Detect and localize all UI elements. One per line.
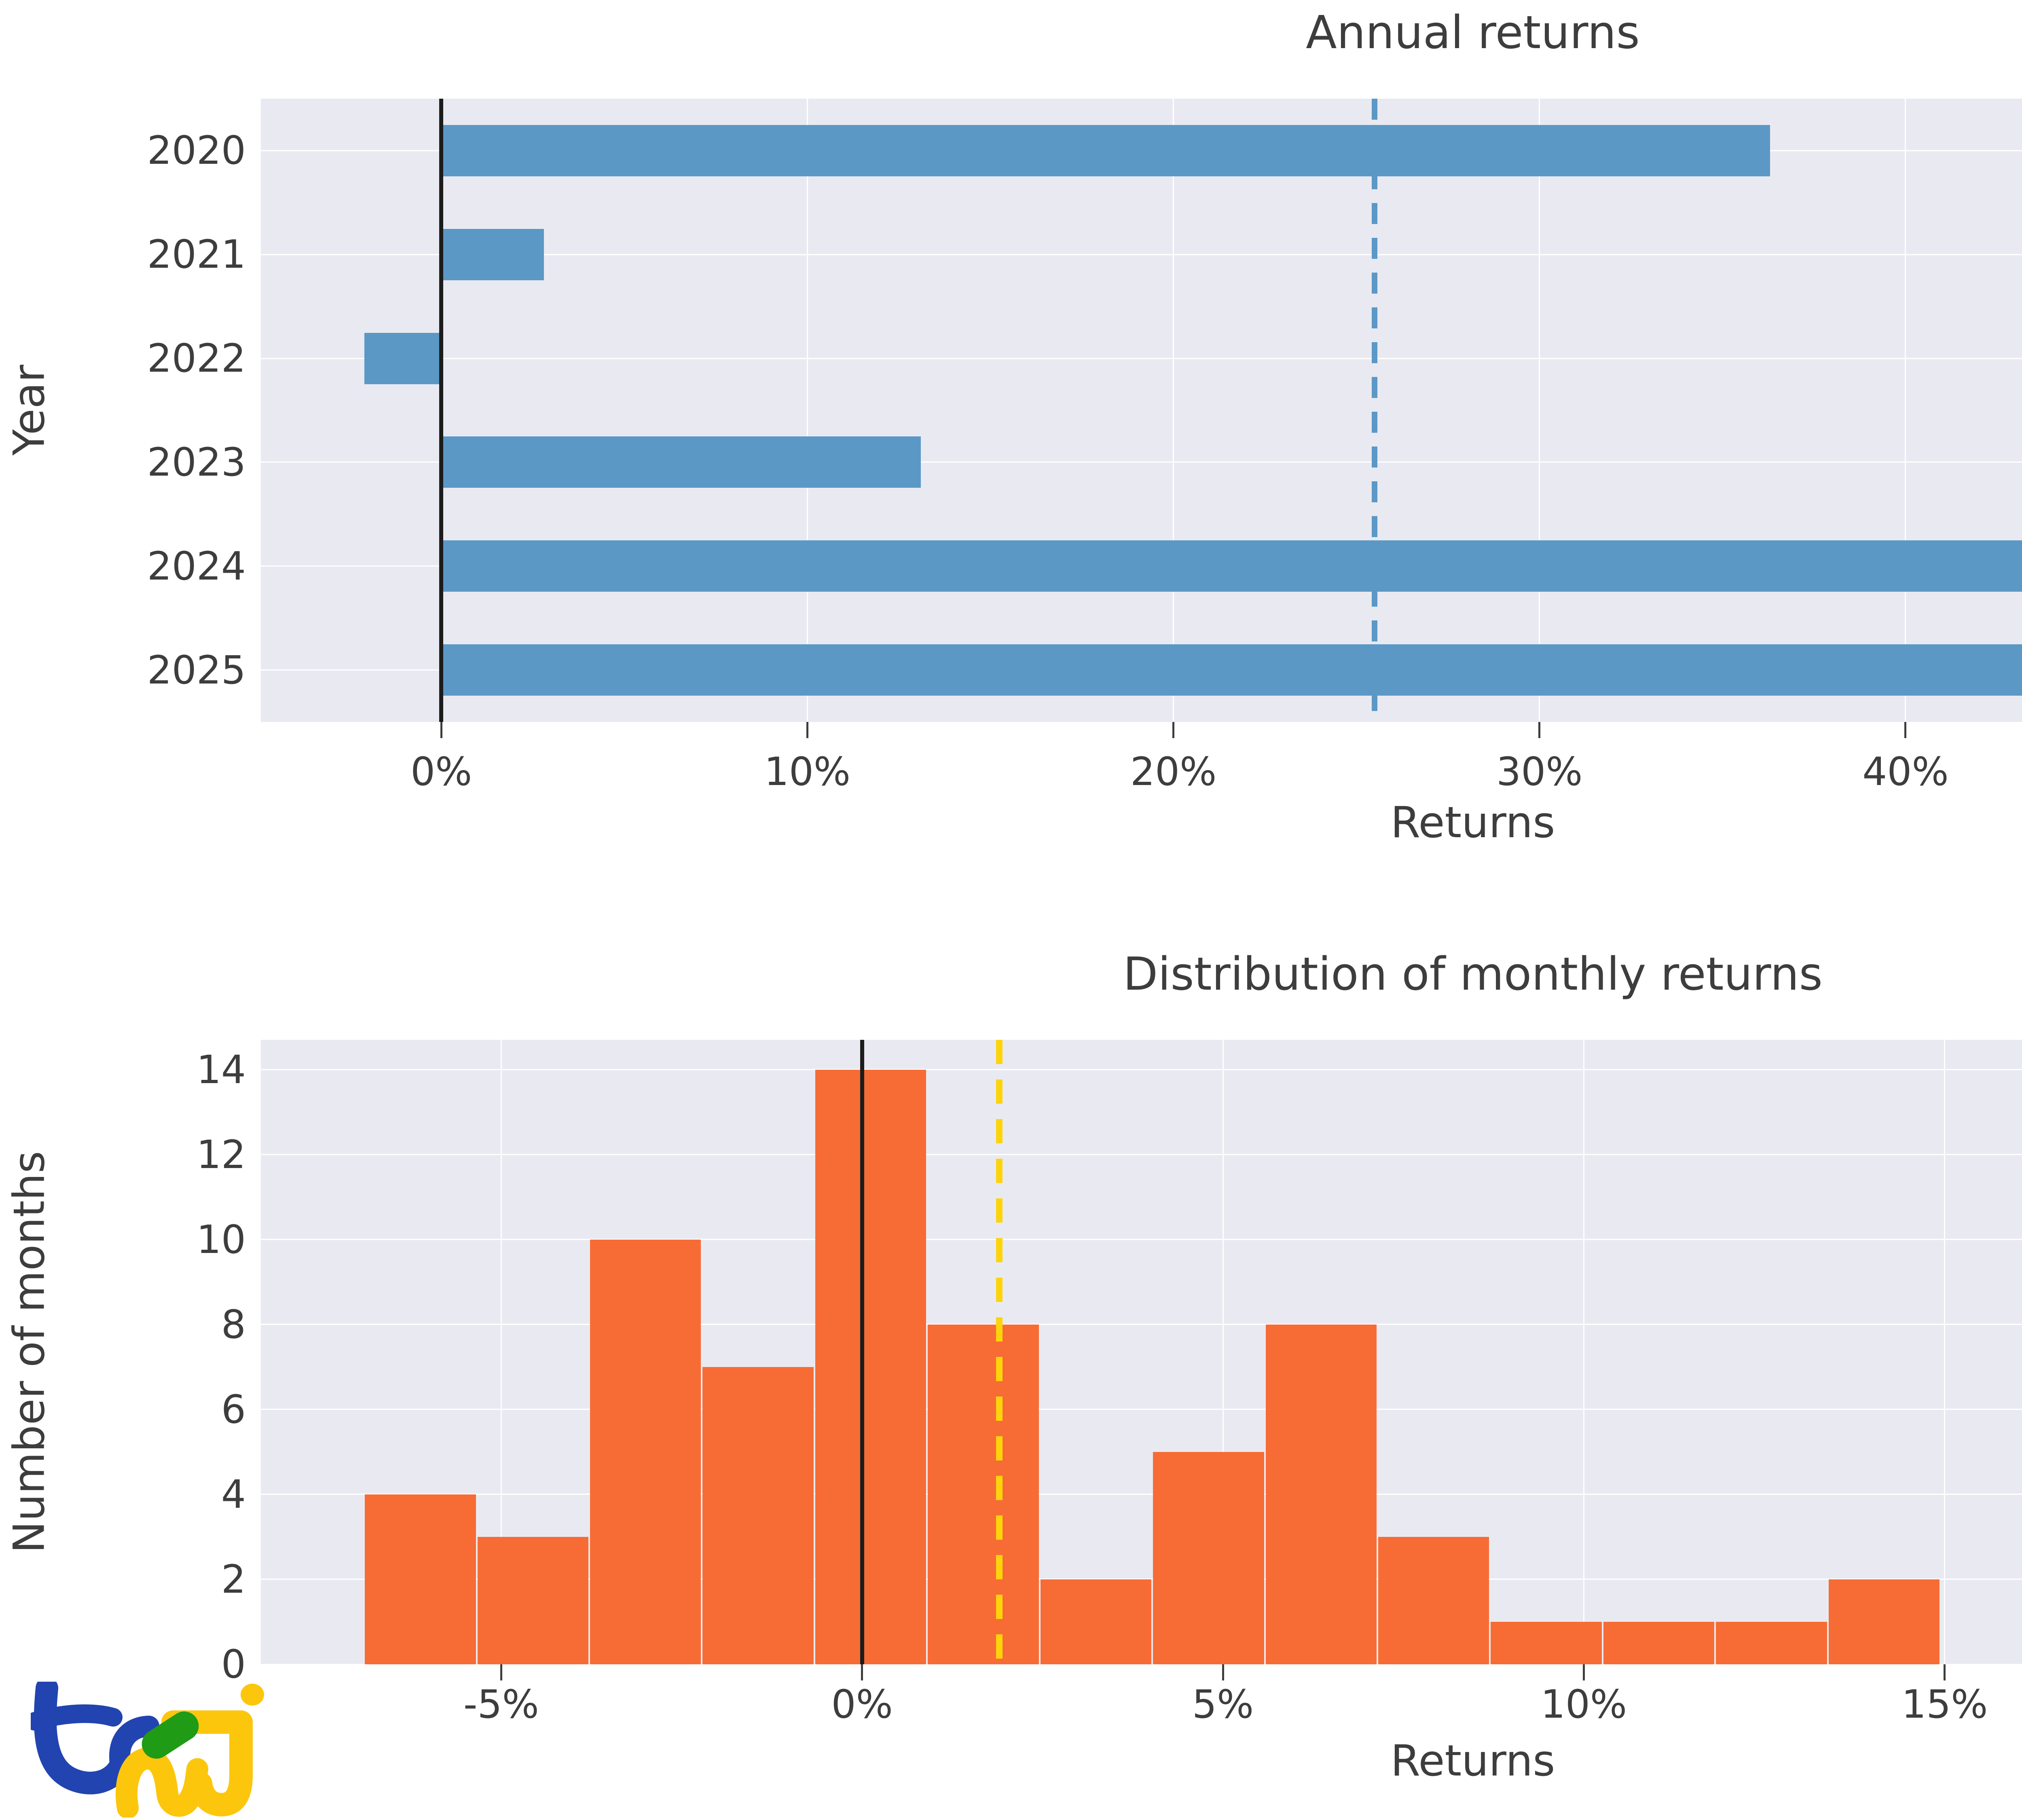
hist-bar: [477, 1536, 589, 1664]
logo-t-crossbar: [31, 1704, 123, 1731]
x-tick-label: 40%: [1862, 749, 1949, 794]
gridline-horizontal: [261, 254, 2022, 255]
gridline-vertical: [1905, 99, 1906, 722]
y-axis-label: Number of months: [4, 1151, 54, 1553]
chart-title: Annual returns: [1306, 6, 1640, 59]
bar-2021: [441, 229, 544, 280]
y-tick-label: 2023: [147, 439, 246, 485]
hist-bar: [365, 1494, 476, 1664]
gridline-horizontal: [261, 461, 2022, 463]
bar-2024: [441, 540, 2022, 592]
chart-title: Distribution of monthly returns: [1123, 948, 1823, 1001]
x-tick-label: 15%: [1901, 1682, 1988, 1727]
x-tick-label: 0%: [410, 749, 472, 794]
x-tick-mark: [1538, 722, 1541, 738]
x-tick-label: 30%: [1496, 749, 1583, 794]
zero-line: [439, 99, 444, 722]
logo-green-pill: [142, 1711, 199, 1759]
y-tick-label: 2025: [147, 647, 246, 693]
y-tick-label: 10: [196, 1217, 246, 1262]
mean-line: [996, 1040, 1003, 1664]
hist-bar: [815, 1069, 926, 1664]
x-tick-mark: [440, 722, 442, 738]
x-tick-label: 10%: [764, 749, 851, 794]
y-tick-label: 2024: [147, 543, 246, 589]
gridline-horizontal: [261, 1154, 2022, 1155]
mean-line: [1372, 99, 1378, 722]
hist-bar: [702, 1367, 814, 1664]
hist-bar: [1040, 1579, 1152, 1664]
plot-area: [261, 1040, 2022, 1665]
gridline-horizontal: [261, 1663, 2022, 1665]
hist-bar: [590, 1239, 701, 1664]
gridline-horizontal: [261, 1494, 2022, 1495]
gridline-vertical: [500, 1040, 502, 1664]
gridline-vertical: [1539, 99, 1540, 722]
x-tick-mark: [806, 722, 808, 738]
gridline-vertical: [806, 99, 808, 722]
y-tick-label: 12: [196, 1132, 246, 1177]
toj-logo: [31, 1682, 264, 1818]
gridline-vertical: [1222, 1040, 1224, 1664]
y-tick-label: 6: [221, 1386, 246, 1432]
gridline-horizontal: [261, 358, 2022, 359]
bar-2022: [364, 332, 442, 384]
gridline-horizontal: [261, 1239, 2022, 1240]
y-tick-label: 2021: [147, 232, 246, 277]
y-tick-label: 2020: [147, 128, 246, 174]
hist-bar: [1378, 1536, 1489, 1664]
x-tick-label: 20%: [1130, 749, 1217, 794]
x-tick-mark: [1222, 1664, 1224, 1680]
y-tick-label: 14: [196, 1047, 246, 1092]
x-tick-mark: [500, 1664, 502, 1680]
x-tick-label: 5%: [1192, 1682, 1254, 1727]
gridline-horizontal: [261, 1069, 2022, 1071]
x-tick-label: -5%: [463, 1682, 539, 1727]
gridline-vertical: [1944, 1040, 1946, 1664]
x-tick-mark: [861, 1664, 863, 1680]
plot-area: [261, 99, 2022, 722]
y-tick-label: 0: [221, 1642, 246, 1687]
gridline-vertical: [1173, 99, 1174, 722]
y-tick-label: 2022: [147, 336, 246, 381]
bar-2025: [441, 644, 2022, 696]
hist-bar: [1153, 1452, 1264, 1664]
logo-w-shape: [116, 1748, 208, 1818]
y-axis-label: Year: [4, 364, 54, 456]
hist-bar: [1265, 1324, 1377, 1664]
x-tick-mark: [1944, 1664, 1946, 1680]
x-tick-mark: [1582, 1664, 1585, 1680]
x-tick-mark: [1172, 722, 1175, 738]
x-tick-label: 0%: [831, 1682, 893, 1727]
x-axis-label: Returns: [1390, 798, 1555, 847]
logo-link-arc: [109, 1716, 159, 1776]
gridline-vertical: [1583, 1040, 1584, 1664]
hist-bar: [928, 1324, 1039, 1664]
y-tick-label: 2: [221, 1556, 246, 1602]
bar-2020: [441, 125, 1770, 176]
gridline-horizontal: [261, 1409, 2022, 1410]
bar-2023: [441, 436, 921, 488]
x-axis-label: Returns: [1390, 1736, 1555, 1786]
x-tick-label: 10%: [1540, 1682, 1627, 1727]
x-tick-mark: [1904, 722, 1907, 738]
hist-bar: [1491, 1621, 1602, 1664]
hist-bar: [1716, 1621, 1827, 1664]
y-tick-label: 4: [221, 1471, 246, 1517]
y-tick-label: 8: [221, 1302, 246, 1347]
hist-bar: [1603, 1621, 1715, 1664]
logo-t-stem: [34, 1682, 132, 1795]
logo-j-dot: [241, 1684, 264, 1706]
hist-bar: [1828, 1579, 1940, 1664]
zero-line: [860, 1040, 864, 1664]
logo-j-shape: [161, 1710, 253, 1817]
gridline-horizontal: [261, 1324, 2022, 1325]
